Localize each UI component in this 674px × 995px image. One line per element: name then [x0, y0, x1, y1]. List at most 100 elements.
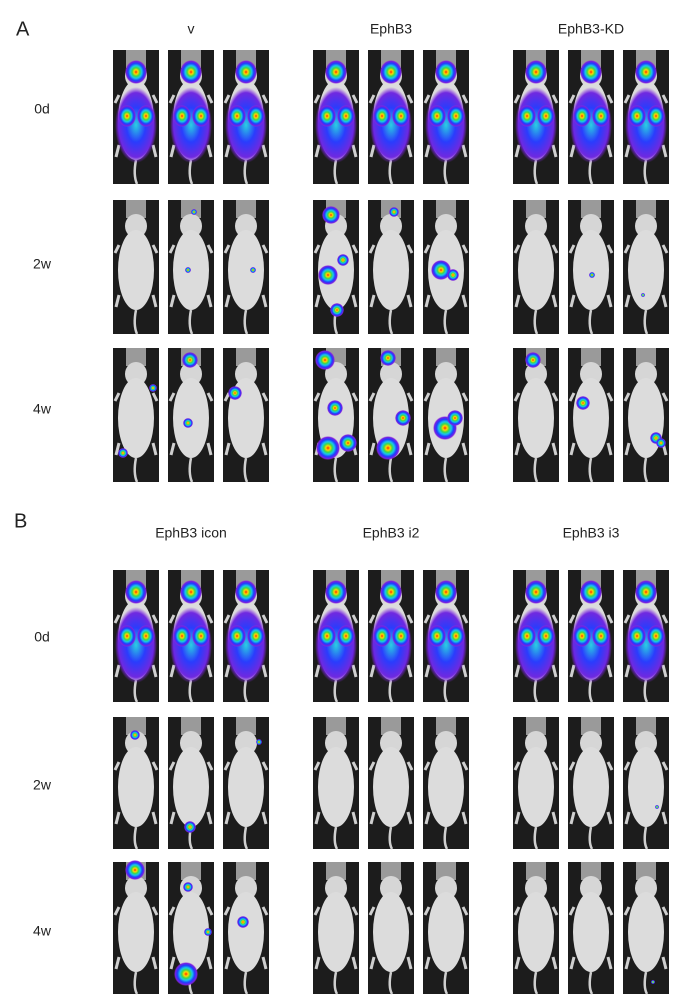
signal	[173, 625, 191, 647]
signal	[373, 105, 391, 127]
signal	[392, 105, 410, 127]
signal	[525, 580, 547, 604]
signal	[118, 105, 136, 127]
signal	[118, 448, 128, 458]
signal	[337, 625, 355, 647]
row-label: 4w	[33, 923, 52, 939]
signal	[428, 105, 446, 127]
mouse-body	[573, 892, 609, 972]
signal	[184, 821, 196, 833]
signal	[318, 265, 338, 285]
mouse-image	[313, 570, 359, 702]
signal	[655, 805, 659, 809]
column-label: EphB3-KD	[558, 21, 624, 37]
signal	[628, 625, 646, 647]
mouse-image	[568, 50, 614, 184]
mouse-image	[313, 348, 359, 482]
mouse-body	[173, 378, 209, 458]
signal	[180, 580, 202, 604]
signal	[256, 739, 262, 745]
mouse-image	[113, 348, 159, 482]
mouse-body	[518, 747, 554, 827]
mouse-body	[118, 747, 154, 827]
mouse-image	[368, 717, 414, 849]
signal	[641, 293, 645, 297]
signal	[325, 60, 347, 84]
mouse-body	[628, 892, 664, 972]
mouse-image	[168, 862, 214, 994]
mouse-body	[573, 378, 609, 458]
signal	[537, 105, 555, 127]
signal	[389, 207, 399, 217]
mouse-image	[568, 200, 614, 334]
signal	[137, 625, 155, 647]
mouse-image	[568, 717, 614, 849]
signal	[435, 580, 457, 604]
mouse-image	[223, 717, 269, 849]
mouse-image	[513, 50, 559, 184]
mouse-body	[373, 230, 409, 310]
mouse-body	[628, 747, 664, 827]
mouse-image	[623, 200, 669, 334]
mouse-image	[623, 348, 669, 482]
signal	[339, 434, 357, 452]
signal	[125, 860, 145, 880]
signal	[191, 209, 197, 215]
signal	[392, 625, 410, 647]
mouse-image	[113, 50, 159, 184]
signal	[192, 625, 210, 647]
signal	[235, 60, 257, 84]
signal	[149, 384, 157, 392]
signal	[180, 60, 202, 84]
signal	[651, 980, 655, 984]
signal	[235, 580, 257, 604]
mouse-image	[423, 348, 469, 482]
mouse-body	[318, 747, 354, 827]
signal	[518, 625, 536, 647]
mouse-image	[513, 348, 559, 482]
mouse-body	[228, 230, 264, 310]
mouse-body	[628, 230, 664, 310]
mouse-body	[118, 230, 154, 310]
mouse-body	[228, 747, 264, 827]
signal	[337, 105, 355, 127]
row-label: 4w	[33, 401, 52, 417]
signal	[228, 386, 242, 400]
column-label: EphB3 icon	[155, 525, 227, 541]
row-label: 2w	[33, 777, 52, 793]
mouse-image	[568, 570, 614, 702]
signal	[125, 60, 147, 84]
signal	[380, 580, 402, 604]
signal	[183, 882, 193, 892]
signal	[447, 410, 463, 426]
mouse-image	[313, 50, 359, 184]
mouse-image	[368, 50, 414, 184]
signal	[380, 60, 402, 84]
signal	[183, 418, 193, 428]
row-label: 2w	[33, 256, 52, 272]
mouse-body	[518, 378, 554, 458]
signal	[656, 438, 666, 448]
mouse-image	[113, 200, 159, 334]
mouse-image	[168, 570, 214, 702]
column-label: EphB3	[370, 21, 412, 37]
signal	[330, 303, 344, 317]
signal	[327, 400, 343, 416]
signal	[373, 625, 391, 647]
row-label: 0d	[34, 101, 50, 117]
signal	[447, 105, 465, 127]
signal	[376, 436, 400, 460]
mouse-image	[623, 50, 669, 184]
signal	[318, 105, 336, 127]
mouse-body	[573, 230, 609, 310]
mouse-image	[368, 348, 414, 482]
mouse-image	[423, 570, 469, 702]
mouse-image	[223, 862, 269, 994]
signal	[647, 105, 665, 127]
signal	[395, 410, 411, 426]
signal	[237, 916, 249, 928]
mouse-image	[313, 717, 359, 849]
signal	[580, 580, 602, 604]
signal	[428, 625, 446, 647]
mouse-image	[168, 200, 214, 334]
